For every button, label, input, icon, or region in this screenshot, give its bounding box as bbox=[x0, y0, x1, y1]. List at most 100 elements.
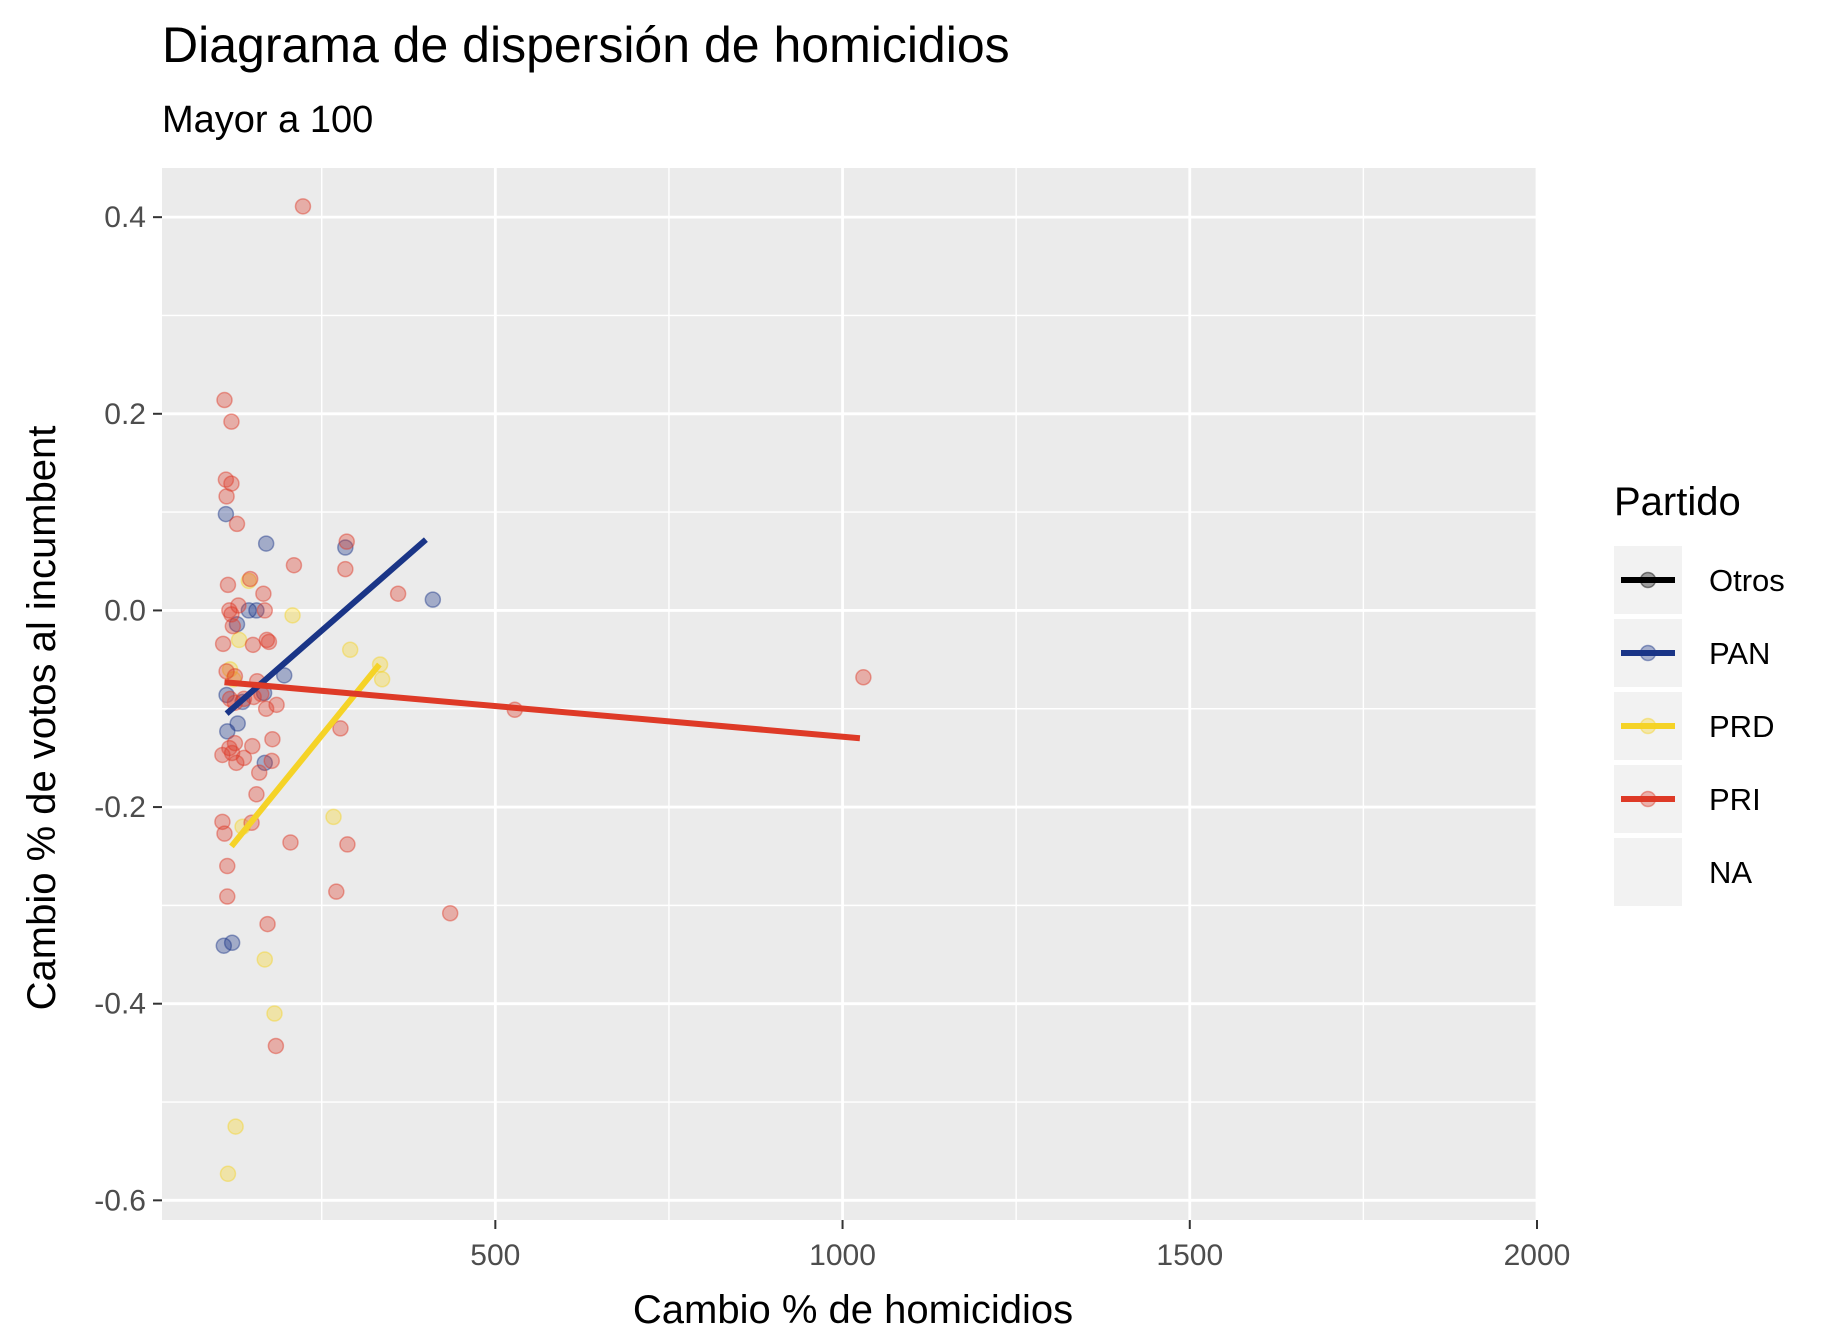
data-point-pan bbox=[215, 937, 233, 954]
y-axis-title: Cambio % de votos al incumbent bbox=[20, 426, 64, 1011]
data-point-pri bbox=[248, 786, 265, 803]
data-point-pri bbox=[214, 813, 231, 831]
data-point-pri bbox=[855, 669, 872, 686]
data-point-pan bbox=[248, 602, 265, 619]
data-point-pri bbox=[267, 1037, 285, 1055]
data-point-pan bbox=[256, 754, 274, 772]
data-point-pri bbox=[263, 752, 280, 770]
data-point-pri bbox=[339, 836, 356, 853]
data-point-pri bbox=[332, 720, 349, 737]
x-tick-label: 2000 bbox=[1504, 1239, 1571, 1272]
data-points bbox=[214, 198, 872, 1183]
legend-point-pan bbox=[1639, 644, 1657, 662]
trend-line-pri bbox=[224, 679, 861, 742]
data-point-pri bbox=[219, 888, 236, 905]
x-tick-label: 1000 bbox=[809, 1239, 876, 1272]
data-point-pri bbox=[228, 515, 246, 533]
data-point-pri bbox=[214, 635, 232, 653]
data-point-pan bbox=[257, 535, 275, 552]
data-point-pri bbox=[258, 631, 276, 649]
data-point-pri bbox=[250, 764, 268, 781]
data-point-pri bbox=[218, 488, 235, 505]
legend-label-pan: PAN bbox=[1709, 636, 1770, 671]
data-point-pri bbox=[260, 633, 278, 651]
data-point-pri bbox=[221, 602, 238, 619]
data-point-prd bbox=[325, 808, 342, 826]
data-point-pri bbox=[230, 597, 247, 614]
data-point-prd bbox=[341, 641, 359, 659]
legend: Partido Otros PAN PRD PRI NA bbox=[1614, 480, 1785, 906]
data-point-pri bbox=[224, 617, 242, 635]
x-axis: 500 1000 1500 2000 bbox=[470, 1220, 1570, 1272]
data-point-pri bbox=[221, 690, 239, 708]
data-point-pri bbox=[216, 391, 233, 409]
data-point-pri bbox=[223, 606, 240, 623]
data-point-pri bbox=[226, 734, 244, 752]
data-point-prd bbox=[219, 1165, 237, 1183]
legend-point-pri bbox=[1639, 790, 1657, 808]
y-tick-label: 0.4 bbox=[104, 201, 146, 234]
data-point-pan bbox=[275, 667, 293, 684]
data-point-pri bbox=[216, 825, 233, 842]
data-point-pri bbox=[223, 413, 240, 430]
data-point-prd bbox=[256, 951, 274, 968]
data-point-pri bbox=[223, 475, 240, 492]
data-point-pan bbox=[229, 715, 246, 732]
x-axis-title: Cambio % de homicidios bbox=[633, 1288, 1073, 1332]
data-point-pri bbox=[235, 749, 253, 767]
data-point-pri bbox=[282, 834, 299, 851]
data-point-pri bbox=[255, 585, 272, 602]
data-point-pri bbox=[441, 904, 459, 922]
legend-label-prd: PRD bbox=[1709, 709, 1774, 744]
data-point-pri bbox=[259, 915, 276, 933]
data-point-prd bbox=[221, 661, 239, 678]
data-point-pri bbox=[337, 560, 354, 578]
legend-point-otros bbox=[1639, 571, 1657, 589]
y-tick-label: 0.2 bbox=[104, 398, 146, 431]
data-point-prd bbox=[266, 1005, 283, 1022]
data-point-pri bbox=[214, 746, 231, 764]
data-point-pan bbox=[218, 686, 235, 704]
legend-key-na bbox=[1614, 838, 1682, 906]
data-point-pri bbox=[223, 744, 241, 762]
data-point-prd bbox=[240, 572, 258, 590]
chart-title: Diagrama de dispersión de homicidios bbox=[162, 17, 1010, 73]
data-point-pri bbox=[294, 198, 312, 215]
data-point-pri bbox=[244, 636, 262, 654]
legend-label-na: NA bbox=[1709, 855, 1752, 890]
legend-point-prd bbox=[1639, 717, 1657, 735]
y-tick-label: 0.0 bbox=[104, 594, 146, 627]
data-point-prd bbox=[227, 1118, 244, 1135]
minor-gridlines bbox=[162, 168, 1537, 1220]
y-axis: -0.6 -0.4 -0.2 0.0 0.2 0.4 bbox=[94, 201, 162, 1217]
legend-label-otros: Otros bbox=[1709, 563, 1785, 598]
data-point-pri bbox=[217, 471, 235, 488]
data-point-pri bbox=[218, 663, 235, 680]
data-point-pan bbox=[219, 723, 236, 740]
y-tick-label: -0.2 bbox=[94, 791, 146, 824]
data-point-pri bbox=[221, 739, 238, 757]
chart-subtitle: Mayor a 100 bbox=[162, 99, 373, 141]
trend-lines bbox=[224, 537, 861, 849]
data-point-pan bbox=[424, 591, 442, 608]
data-point-prd bbox=[284, 607, 301, 624]
legend-label-pri: PRI bbox=[1709, 782, 1761, 817]
data-point-pan bbox=[228, 615, 246, 633]
data-point-pri bbox=[219, 857, 236, 875]
data-point-prd bbox=[230, 631, 248, 649]
x-tick-label: 1500 bbox=[1156, 1239, 1223, 1272]
y-tick-label: -0.4 bbox=[94, 988, 146, 1021]
data-point-pri bbox=[338, 533, 355, 550]
x-tick-label: 500 bbox=[470, 1239, 520, 1272]
y-tick-label: -0.6 bbox=[94, 1184, 146, 1217]
data-point-pri bbox=[244, 737, 261, 755]
data-point-pri bbox=[285, 556, 303, 574]
data-point-pri bbox=[389, 585, 407, 602]
data-point-pan bbox=[240, 602, 258, 619]
data-point-pri bbox=[219, 576, 237, 594]
data-point-pri bbox=[241, 570, 259, 588]
legend-title: Partido bbox=[1614, 480, 1741, 524]
data-point-pri bbox=[268, 696, 285, 714]
data-point-pri bbox=[257, 700, 275, 717]
